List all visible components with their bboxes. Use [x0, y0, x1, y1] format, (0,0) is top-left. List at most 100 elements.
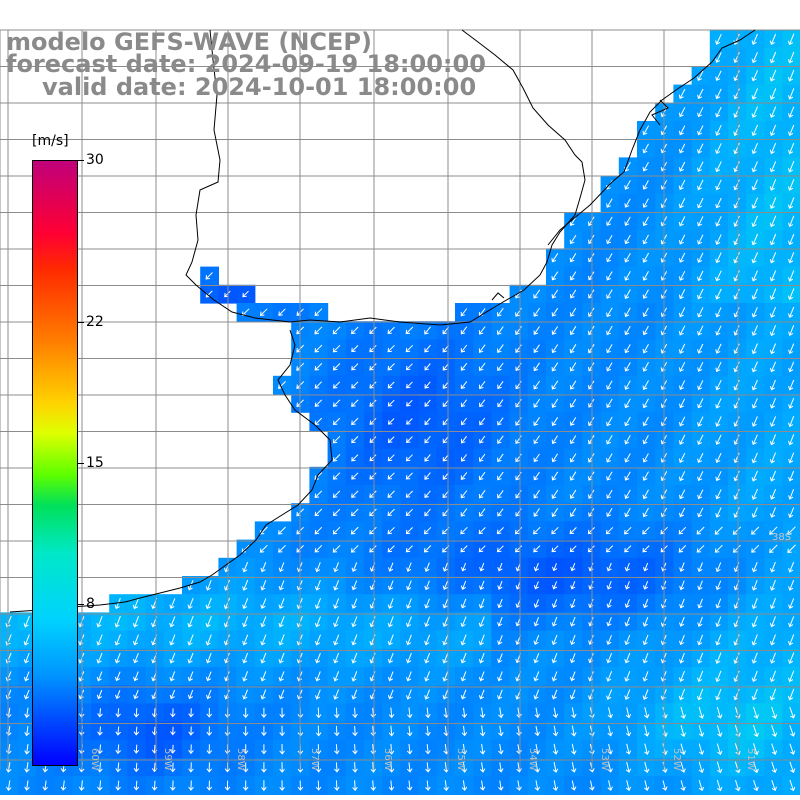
wind-arrow — [642, 271, 649, 281]
wind-arrow — [460, 508, 468, 517]
wind-arrow — [624, 234, 631, 245]
wind-arrow — [697, 616, 703, 627]
wind-arrow — [315, 707, 322, 719]
wind-arrow — [5, 780, 12, 791]
wind-arrow — [697, 489, 704, 500]
lon-label: 52W — [671, 748, 682, 771]
wind-arrow — [751, 215, 759, 228]
wind-arrow — [332, 544, 341, 553]
wind-arrow — [460, 671, 467, 682]
wind-arrow — [715, 343, 722, 354]
wind-arrow — [188, 726, 194, 736]
wind-arrow — [570, 762, 577, 773]
wind-arrow — [188, 708, 194, 718]
lon-label: 58W — [235, 748, 246, 771]
wind-arrow — [369, 545, 377, 553]
wind-arrow — [678, 343, 686, 354]
wind-arrow — [24, 762, 30, 773]
wind-arrow — [698, 743, 705, 755]
wind-arrow — [497, 562, 503, 572]
wind-arrow — [769, 470, 777, 482]
wind-arrow — [642, 581, 649, 590]
wind-arrow — [715, 252, 722, 264]
wind-arrow — [570, 563, 576, 572]
wind-arrow — [314, 399, 323, 407]
wind-arrow — [205, 616, 212, 628]
wind-arrow — [424, 616, 431, 628]
wind-arrow — [643, 780, 650, 791]
wind-arrow — [460, 362, 468, 371]
wind-arrow — [206, 689, 212, 700]
wind-arrow — [625, 743, 632, 755]
wind-arrow — [187, 652, 194, 664]
wind-arrow — [533, 508, 540, 517]
wind-arrow — [387, 634, 394, 646]
wind-arrow — [624, 198, 631, 208]
wind-arrow — [606, 216, 613, 226]
wind-arrow — [261, 780, 267, 792]
wind-arrow — [642, 198, 649, 208]
wind-arrow — [5, 762, 12, 773]
wind-arrow — [461, 725, 468, 737]
wind-arrow — [78, 780, 85, 792]
wind-arrow — [788, 343, 795, 355]
wind-arrow — [314, 363, 323, 371]
wind-arrow — [733, 70, 740, 82]
wind-arrow — [206, 762, 213, 773]
wind-arrow — [697, 670, 704, 683]
wind-arrow — [479, 562, 485, 572]
wind-arrow — [715, 70, 722, 82]
wind-arrow — [732, 526, 742, 535]
wind-arrow — [697, 70, 704, 82]
wind-arrow — [606, 198, 613, 208]
wind-arrow — [460, 580, 467, 590]
wind-arrow — [188, 762, 194, 773]
wind-arrow — [23, 634, 30, 646]
wind-arrow — [533, 326, 540, 335]
wind-arrow — [715, 361, 722, 373]
wind-arrow — [333, 598, 340, 609]
wind-arrow — [314, 381, 323, 389]
wind-arrow — [788, 470, 795, 482]
wind-arrow — [334, 780, 340, 792]
wind-arrow — [624, 453, 631, 463]
wind-arrow — [278, 616, 285, 628]
wind-arrow — [387, 490, 395, 498]
wind-arrow — [715, 489, 722, 500]
wind-arrow — [624, 616, 631, 627]
wind-arrow — [751, 361, 758, 373]
wind-arrow — [533, 471, 540, 481]
wind-arrow — [643, 562, 649, 572]
wind-arrow — [314, 616, 321, 628]
wind-arrow — [551, 599, 558, 609]
wind-arrow — [424, 454, 431, 462]
wind-arrow — [642, 671, 649, 682]
wind-arrow — [751, 197, 759, 209]
wind-arrow — [224, 780, 231, 791]
wind-arrow — [133, 762, 140, 773]
wind-arrow — [23, 615, 30, 628]
wind-arrow — [460, 381, 468, 390]
wind-arrow — [460, 472, 468, 481]
wind-arrow — [260, 689, 267, 700]
wind-arrow — [678, 197, 686, 209]
wind-arrow — [405, 508, 413, 516]
wind-arrow — [697, 380, 704, 391]
wind-arrow — [498, 780, 504, 791]
wind-arrow — [497, 635, 503, 645]
wind-arrow — [205, 597, 212, 610]
wind-arrow — [497, 362, 504, 372]
wind-arrow — [23, 671, 30, 682]
lat-label: 38S — [772, 532, 791, 543]
wind-arrow — [678, 434, 686, 445]
wind-arrow — [715, 197, 722, 209]
wind-arrow — [642, 398, 649, 409]
wind-arrow — [569, 689, 576, 700]
wind-arrow — [625, 780, 632, 792]
wind-arrow — [678, 361, 686, 372]
wind-arrow — [351, 634, 358, 646]
wind-arrow — [460, 344, 468, 353]
wind-arrow — [551, 417, 559, 426]
wind-arrow — [569, 417, 577, 426]
wind-arrow — [715, 416, 722, 427]
